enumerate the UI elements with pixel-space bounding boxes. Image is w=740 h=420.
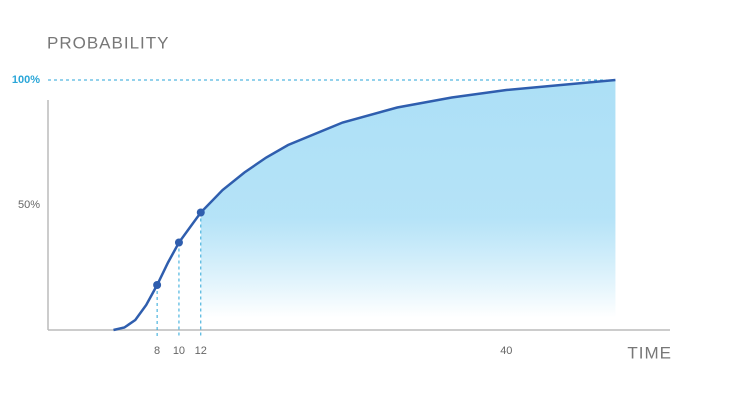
area <box>200 80 616 330</box>
point <box>174 238 183 247</box>
point <box>153 281 162 289</box>
x-tick-label: 8 <box>154 345 160 357</box>
line <box>113 78 616 332</box>
y-axis-label: PROBABILITY <box>47 33 169 52</box>
y-tick-label: 100% <box>12 74 40 86</box>
x-tick-label: 12 <box>195 345 207 357</box>
x-axis-label: TIME <box>627 343 672 362</box>
x-tick-label: 40 <box>500 345 512 357</box>
point <box>196 208 205 217</box>
x-tick-label: 10 <box>173 345 185 357</box>
y-tick-label: 50% <box>18 199 40 211</box>
